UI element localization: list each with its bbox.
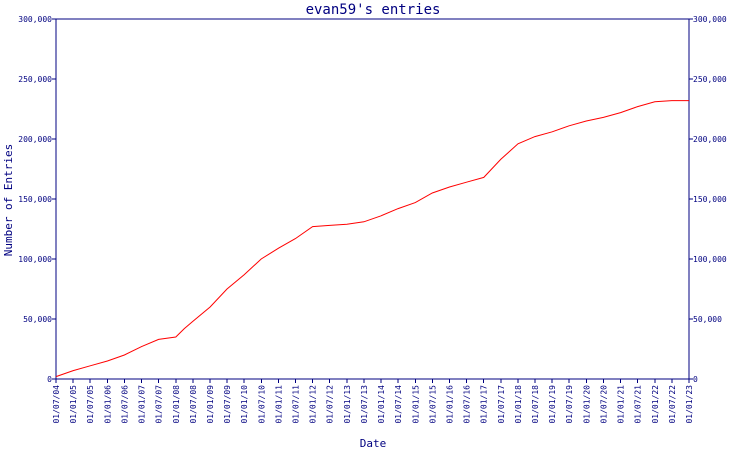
- y-tick-label-left: 300,000: [18, 15, 52, 24]
- x-tick-label: 01/01/11: [274, 385, 283, 424]
- axes: [55, 18, 690, 380]
- y-tick-label-left: 100,000: [18, 255, 52, 264]
- x-tick-label: 01/07/14: [394, 385, 403, 424]
- y-tick-label-right: 300,000: [693, 15, 727, 24]
- x-tick-label: 01/07/22: [668, 385, 677, 424]
- x-tick-label: 01/01/08: [172, 385, 181, 424]
- x-tick-label: 01/07/17: [497, 385, 506, 424]
- y-tick-label-left: 0: [47, 375, 52, 384]
- x-tick-label: 01/01/19: [548, 385, 557, 424]
- plot-frame: [55, 18, 690, 380]
- x-tick-label: 01/01/23: [685, 385, 694, 424]
- x-tick-label: 01/07/19: [565, 385, 574, 424]
- y-tick-label-right: 50,000: [693, 315, 722, 324]
- x-tick-label: 01/07/16: [463, 385, 472, 424]
- x-tick-label: 01/07/13: [360, 385, 369, 424]
- x-tick-label: 01/01/15: [411, 385, 420, 424]
- series-line: [55, 100, 689, 378]
- x-tick-label: 01/01/13: [343, 385, 352, 424]
- y-tick-label-left: 50,000: [23, 315, 52, 324]
- x-tick-label: 01/07/06: [120, 385, 129, 424]
- x-tick-label: 01/01/18: [514, 385, 523, 424]
- x-tick-label: 01/01/05: [69, 385, 78, 424]
- y-ticks: 0 0 50,000 50,000 100,000 100,000 150,000 150,0…: [18, 15, 727, 384]
- x-tick-label: 01/07/15: [428, 385, 437, 424]
- y-tick-label-right: 150,000: [693, 195, 727, 204]
- x-tick-label: 01/07/05: [86, 385, 95, 424]
- x-tick-label: 01/07/21: [634, 385, 643, 424]
- y-axis-label: Number of Entries: [2, 144, 15, 257]
- x-tick-label: 01/07/08: [189, 385, 198, 424]
- x-tick-label: 01/07/11: [292, 385, 301, 424]
- y-tick-label-right: 200,000: [693, 135, 727, 144]
- y-tick-label-left: 200,000: [18, 135, 52, 144]
- y-tick-label-left: 150,000: [18, 195, 52, 204]
- y-tick-label-left: 250,000: [18, 75, 52, 84]
- x-tick-label: 01/07/18: [531, 385, 540, 424]
- x-tick-label: 01/01/07: [138, 385, 147, 424]
- x-tick-label: 01/01/14: [377, 385, 386, 424]
- x-tick-label: 01/01/06: [103, 385, 112, 424]
- x-tick-label: 01/01/22: [651, 385, 660, 424]
- x-tick-label: 01/07/07: [155, 385, 164, 424]
- x-tick-label: 01/07/12: [326, 385, 335, 424]
- x-tick-label: 01/01/17: [480, 385, 489, 424]
- x-tick-label: 01/01/21: [617, 385, 626, 424]
- x-axis-label: Date: [360, 437, 387, 450]
- chart-title: evan59's entries: [306, 2, 441, 18]
- y-tick-label-right: 250,000: [693, 75, 727, 84]
- x-tick-label: 01/01/12: [309, 385, 318, 424]
- x-tick-label: 01/01/20: [582, 385, 591, 424]
- x-tick-label: 01/07/04: [52, 385, 61, 424]
- x-tick-label: 01/07/20: [599, 385, 608, 424]
- plot-area: [55, 100, 689, 378]
- x-tick-label: 01/07/10: [257, 385, 266, 424]
- y-tick-label-right: 100,000: [693, 255, 727, 264]
- x-tick-label: 01/07/09: [223, 385, 232, 424]
- x-ticks: 01/07/04 01/01/05 01/07/05 01/01/06 01/07/06…: [52, 379, 694, 424]
- x-tick-label: 01/01/10: [240, 385, 249, 424]
- x-tick-label: 01/01/16: [445, 385, 454, 424]
- x-tick-label: 01/01/09: [206, 385, 215, 424]
- y-tick-label-right: 0: [693, 375, 698, 384]
